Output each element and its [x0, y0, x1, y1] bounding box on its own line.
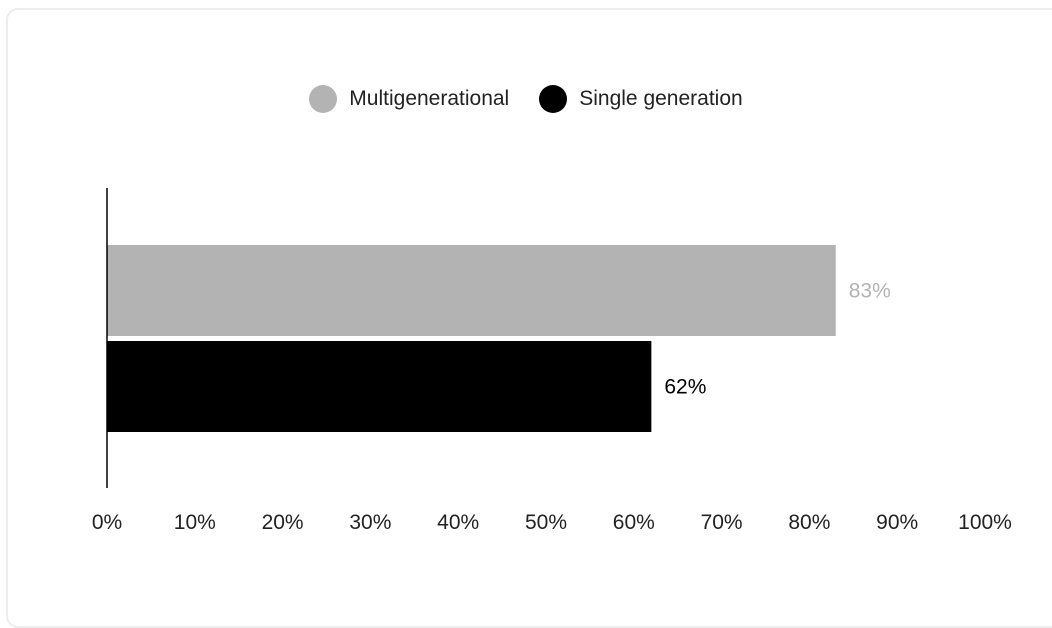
legend-label-single-generation: Single generation [579, 87, 743, 110]
x-tick-label: 90% [876, 511, 918, 534]
data-label-multigenerational: 83% [849, 280, 891, 303]
data-label-single-generation: 62% [664, 376, 706, 399]
legend-label-multigenerational: Multigenerational [349, 87, 510, 110]
x-tick-label: 40% [437, 511, 479, 534]
bar-chart: 83% 62% 0% 10% 20% 30% 40% 50% 60% 70% 80% 90% 100% [92, 188, 1012, 534]
legend-swatch-single-generation [539, 85, 568, 113]
x-tick-label: 0% [92, 511, 122, 534]
x-tick-label: 30% [349, 511, 391, 534]
x-tick-label: 10% [174, 511, 216, 534]
x-tick-label: 100% [958, 511, 1012, 534]
legend: Multigenerational Single generation [0, 84, 1052, 114]
legend-item-single-generation: Single generation [539, 85, 743, 113]
legend-item-multigenerational: Multigenerational [309, 85, 509, 113]
x-tick-label: 80% [788, 511, 830, 534]
x-tick-label: 20% [262, 511, 304, 534]
bar-single-generation [107, 341, 652, 432]
x-tick-label: 70% [701, 511, 743, 534]
x-tick-label: 50% [525, 511, 567, 534]
legend-swatch-multigenerational [309, 85, 338, 113]
bar-multigenerational [107, 245, 836, 336]
x-tick-label: 60% [613, 511, 655, 534]
